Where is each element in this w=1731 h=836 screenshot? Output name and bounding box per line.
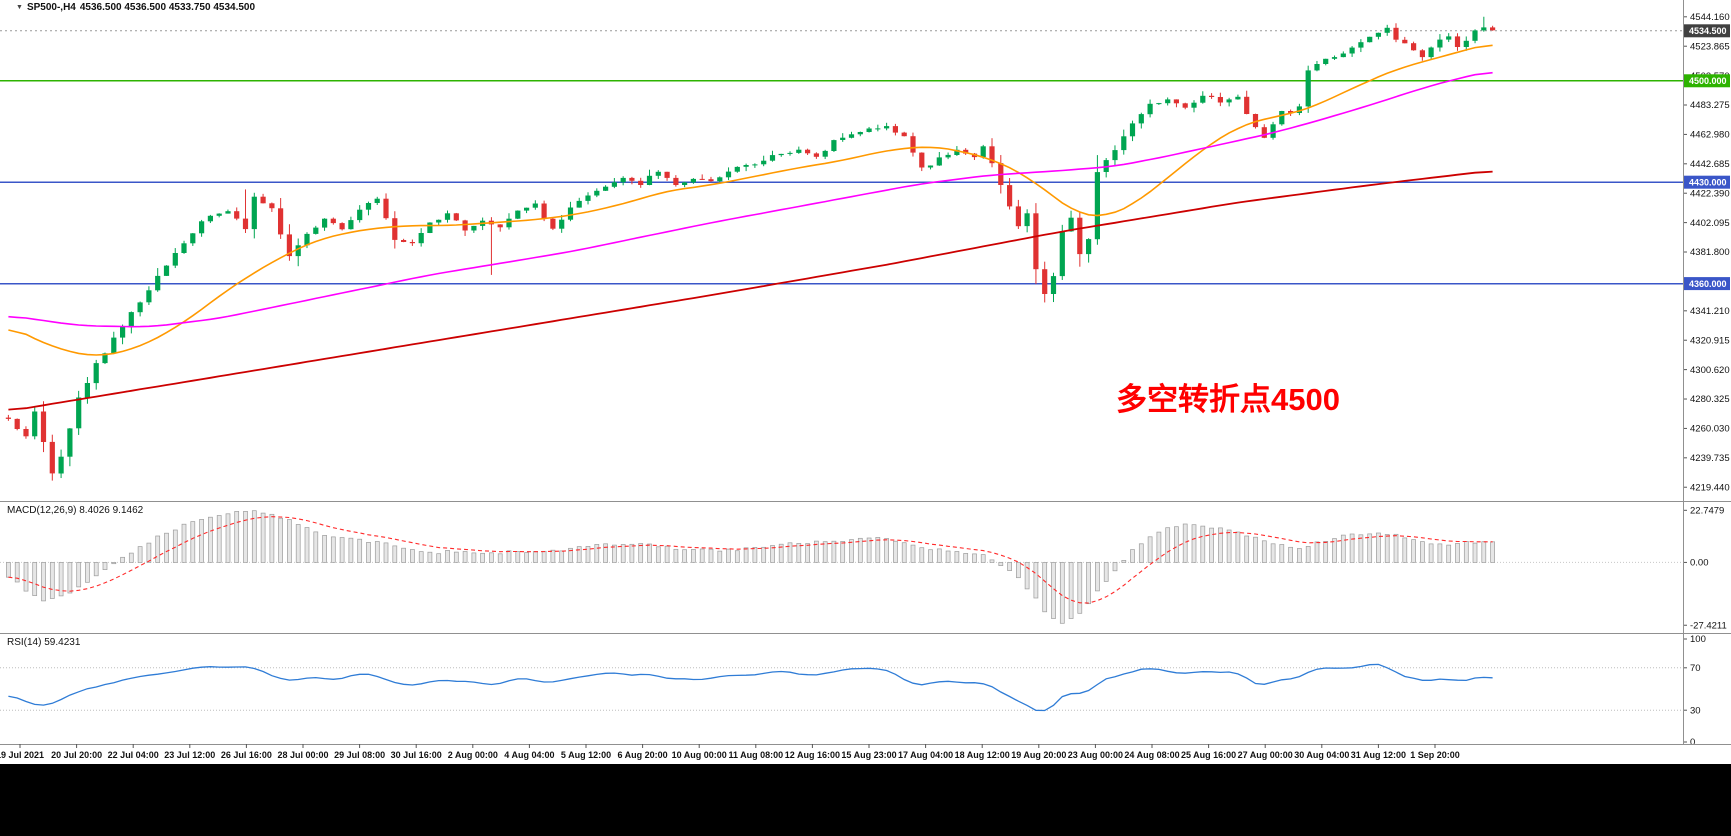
price-axis-tick: 4523.865 — [1690, 41, 1730, 52]
time-axis-tick: 18 Aug 12:00 — [955, 750, 1010, 760]
time-axis-tick: 23 Jul 12:00 — [164, 750, 215, 760]
symbol-marker-icon: ▼ — [16, 4, 23, 11]
rsi-axis-tick: 0 — [1690, 737, 1695, 748]
price-axis-tick: 4239.735 — [1690, 453, 1730, 464]
price-axis-tick: 4260.030 — [1690, 424, 1730, 435]
price-axis-tick: 4402.095 — [1690, 218, 1730, 229]
price-axis-tick: 4280.325 — [1690, 394, 1730, 405]
price-axis-tick: 4341.210 — [1690, 306, 1730, 317]
price-axis-tick: 4381.800 — [1690, 247, 1730, 258]
rsi-indicator-label: RSI(14) 59.4231 — [7, 637, 81, 648]
chart-annotation-text[interactable]: 多空转折点4500 — [1116, 382, 1340, 417]
time-axis-tick: 30 Aug 04:00 — [1294, 750, 1349, 760]
macd-histogram — [6, 510, 1495, 624]
macd-indicator-label: MACD(12,26,9) 8.4026 9.1462 — [7, 505, 144, 516]
chart-header: ▼ SP500-,H4 4536.500 4536.500 4533.750 453… — [16, 2, 259, 13]
time-axis-tick: 10 Aug 00:00 — [672, 750, 727, 760]
symbol-period-label: SP500-,H4 — [26, 2, 76, 13]
ohlc-readout: 4536.500 4536.500 4533.750 4534.500 — [79, 2, 256, 13]
macd-axis-tick: 22.7479 — [1690, 506, 1724, 517]
time-axis[interactable]: 19 Jul 2021 20 Jul 20:00 22 Jul 04:00 23 Ju… — [0, 744, 1460, 760]
time-axis-tick: 17 Aug 04:00 — [898, 750, 953, 760]
chart-canvas[interactable]: 4544.1604523.8654503.5704483.2754462.980… — [0, 0, 1731, 764]
time-axis-tick: 19 Aug 20:00 — [1011, 750, 1066, 760]
time-axis-tick: 12 Aug 16:00 — [785, 750, 840, 760]
rsi-axis-tick: 30 — [1690, 705, 1701, 716]
macd-pane[interactable] — [0, 510, 1683, 624]
price-axis-tick: 4544.160 — [1690, 12, 1730, 23]
price-axis-badge — [1684, 277, 1730, 291]
price-axis-tick: 4320.915 — [1690, 335, 1730, 346]
time-axis-tick: 28 Jul 00:00 — [277, 750, 328, 760]
time-axis-tick: 5 Aug 12:00 — [561, 750, 611, 760]
rsi-axis-tick: 100 — [1690, 634, 1706, 645]
price-axis-badge — [1684, 74, 1730, 88]
time-axis-tick: 11 Aug 08:00 — [728, 750, 783, 760]
time-axis-tick: 4 Aug 04:00 — [504, 750, 554, 760]
price-axis-badge — [1684, 24, 1730, 38]
bottom-strip — [0, 764, 1731, 836]
time-axis-tick: 15 Aug 23:00 — [841, 750, 896, 760]
price-axis-tick: 4422.390 — [1690, 188, 1730, 199]
rsi-line — [8, 663, 1493, 712]
time-axis-tick: 27 Aug 00:00 — [1238, 750, 1293, 760]
price-axis-badge-label: 4500.000 — [1689, 76, 1727, 86]
time-axis-tick: 25 Aug 16:00 — [1181, 750, 1236, 760]
time-axis-tick: 23 Aug 00:00 — [1068, 750, 1123, 760]
price-axis-tick: 4300.620 — [1690, 365, 1730, 376]
macd-axis-tick: -27.4211 — [1690, 620, 1727, 631]
time-axis-tick: 6 Aug 20:00 — [618, 750, 668, 760]
candlestick-series — [5, 16, 1496, 481]
time-axis-tick: 1 Sep 20:00 — [1410, 750, 1460, 760]
time-axis-tick: 29 Jul 08:00 — [334, 750, 385, 760]
ma-mid-magenta-line — [8, 71, 1493, 328]
price-axis-badge-label: 4360.000 — [1689, 279, 1727, 289]
macd-signal-line — [8, 516, 1493, 604]
macd-axis-tick: 0.00 — [1690, 558, 1709, 569]
price-axis-badge-label: 4534.500 — [1689, 26, 1727, 36]
price-axis-badge — [1684, 175, 1730, 189]
time-axis-tick: 2 Aug 00:00 — [448, 750, 498, 760]
price-axis-tick: 4462.980 — [1690, 130, 1730, 141]
time-axis-tick: 31 Aug 12:00 — [1351, 750, 1406, 760]
time-axis-tick: 24 Aug 08:00 — [1124, 750, 1179, 760]
price-axis-badge-label: 4430.000 — [1689, 178, 1727, 188]
rsi-axis-tick: 70 — [1690, 663, 1701, 674]
price-axis-tick: 4483.275 — [1690, 100, 1730, 111]
time-axis-tick: 19 Jul 2021 — [0, 750, 44, 760]
ma-fast-orange-line — [8, 44, 1493, 356]
price-axis-tick: 4442.685 — [1690, 159, 1730, 170]
price-pane[interactable] — [0, 16, 1683, 481]
time-axis-tick: 22 Jul 04:00 — [108, 750, 159, 760]
rsi-pane[interactable] — [0, 663, 1683, 712]
time-axis-tick: 26 Jul 16:00 — [221, 750, 272, 760]
time-axis-tick: 20 Jul 20:00 — [51, 750, 102, 760]
price-axis-tick: 4219.440 — [1690, 482, 1730, 493]
ma-slow-red-line — [8, 170, 1493, 411]
time-axis-tick: 30 Jul 16:00 — [391, 750, 442, 760]
